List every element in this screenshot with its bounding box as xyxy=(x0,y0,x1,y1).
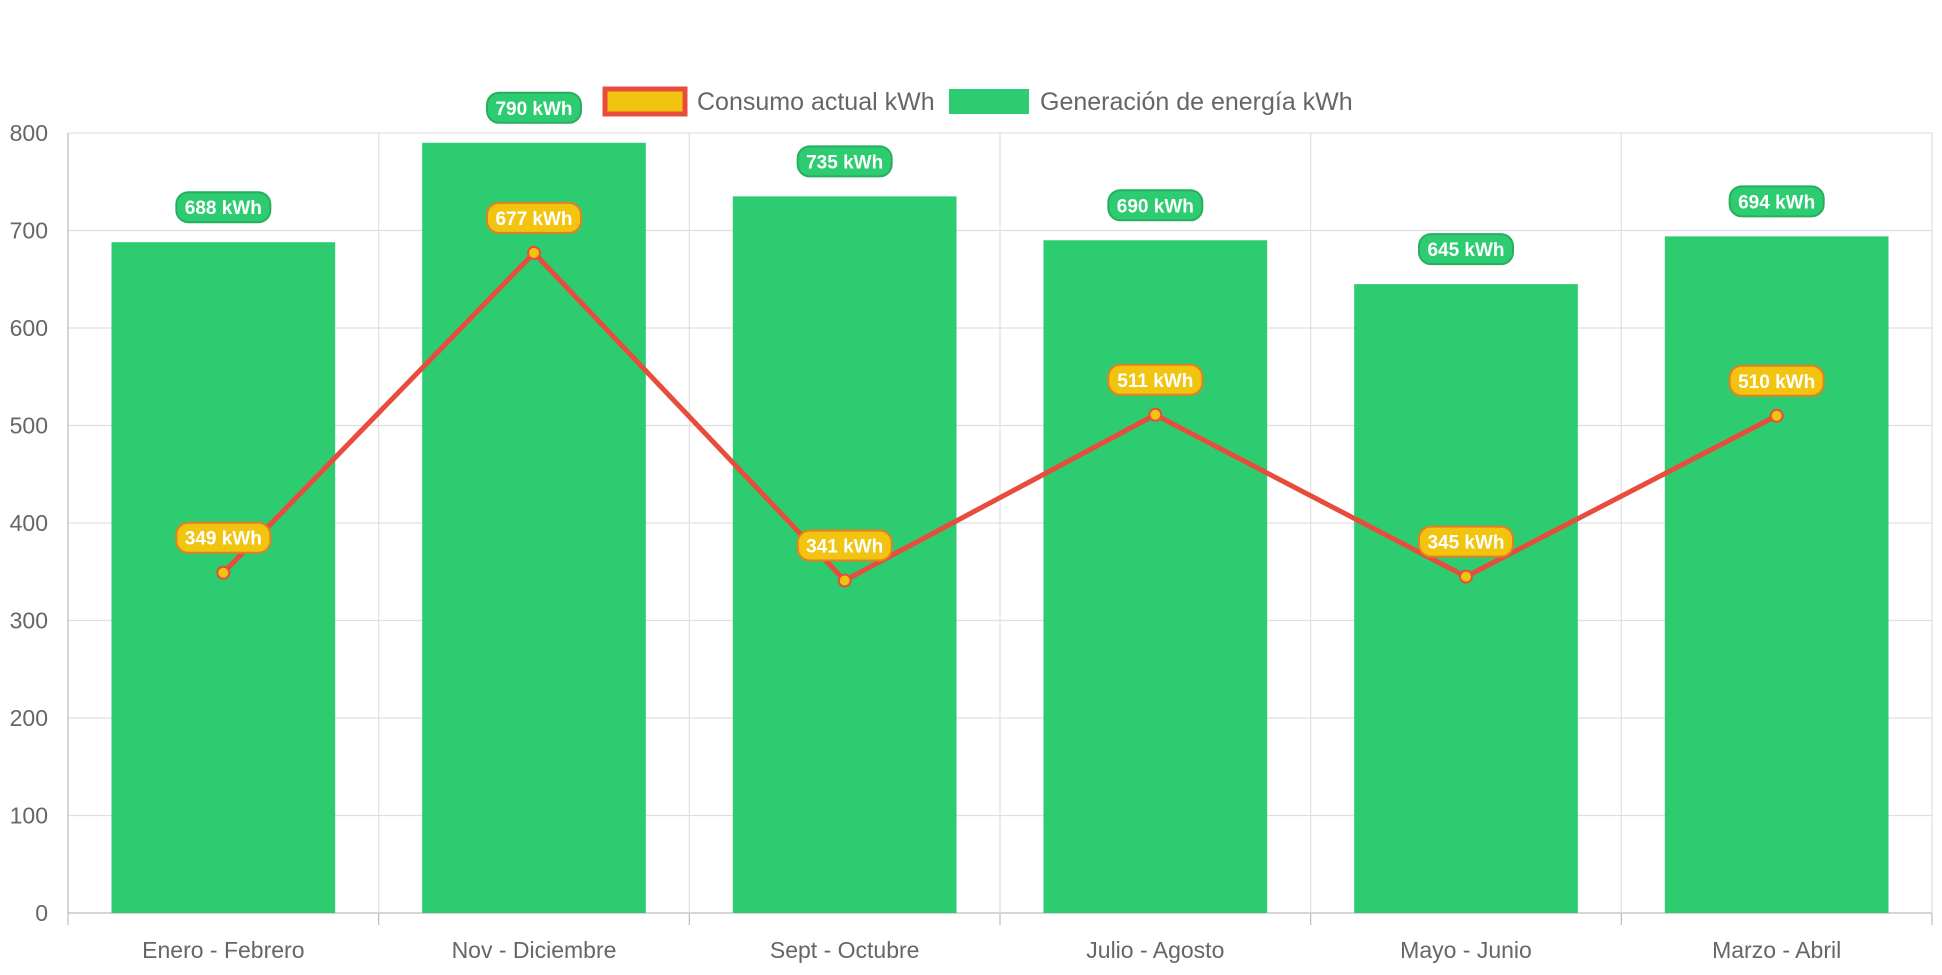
x-tick-label: Nov - Diciembre xyxy=(452,937,617,963)
data-label-generacion-bg xyxy=(175,191,272,224)
x-tick-label: Julio - Agosto xyxy=(1086,937,1224,963)
data-label-generacion-bg xyxy=(796,145,893,178)
data-label-generacion-bg xyxy=(1728,185,1825,218)
data-label-generacion: 688 kWh xyxy=(185,198,262,219)
point-consumo xyxy=(1769,408,1784,423)
data-label-generacion-bg xyxy=(1107,189,1204,222)
point-consumo xyxy=(527,245,541,260)
data-label-consumo: 345 kWh xyxy=(1427,533,1504,554)
x-tick-label: Mayo - Junio xyxy=(1400,937,1532,963)
y-tick-label: 800 xyxy=(10,120,48,146)
line-consumo xyxy=(221,249,1778,584)
line-series-consumo xyxy=(216,245,1784,588)
data-label-consumo: 677 kWh xyxy=(495,209,572,230)
data-label-generacion: 735 kWh xyxy=(806,152,883,173)
y-tick-label: 200 xyxy=(10,705,48,731)
legend-swatch-generacion xyxy=(949,89,1029,114)
x-tick-label: Marzo - Abril xyxy=(1712,937,1841,963)
data-label-generacion: 790 kWh xyxy=(495,99,572,120)
y-tick-label: 500 xyxy=(10,413,48,439)
data-label-consumo-bg xyxy=(175,521,272,554)
y-tick-label: 0 xyxy=(35,900,48,926)
data-label-consumo-bg xyxy=(1728,364,1825,397)
data-label-generacion: 645 kWh xyxy=(1427,240,1504,261)
data-label-consumo-bg xyxy=(1107,363,1204,396)
data-label-consumo-bg xyxy=(796,529,893,562)
data-label-generacion: 690 kWh xyxy=(1117,196,1194,217)
bar-generacion xyxy=(422,142,646,913)
data-label-consumo: 510 kWh xyxy=(1738,372,1815,393)
data-label-consumo: 511 kWh xyxy=(1117,371,1193,392)
y-tick-label: 700 xyxy=(10,218,48,244)
legend-label-generacion: Generación de energía kWh xyxy=(1040,88,1353,116)
data-label-generacion-bg xyxy=(486,91,582,124)
point-consumo xyxy=(1148,407,1163,422)
bar-generacion xyxy=(1043,240,1268,913)
legend: Consumo actual kWh Generación de energía … xyxy=(602,86,1353,117)
data-label-consumo: 341 kWh xyxy=(806,537,883,558)
data-label-generacion-bg xyxy=(1418,233,1514,266)
axes: 0 100 200 300 400 500 600 700 800 Enero - Febrero… xyxy=(10,120,1933,963)
legend-swatch-consumo xyxy=(602,86,688,117)
y-tick-label: 100 xyxy=(10,803,48,829)
legend-label-consumo: Consumo actual kWh xyxy=(697,88,935,116)
data-label-generacion: 694 kWh xyxy=(1738,192,1815,213)
x-tick-label: Sept - Octubre xyxy=(770,937,920,963)
bar-generacion xyxy=(1664,236,1889,914)
data-label-consumo-bg xyxy=(486,201,582,234)
y-tick-label: 300 xyxy=(10,608,48,634)
bar-generacion xyxy=(1354,284,1578,913)
point-consumo xyxy=(1459,569,1473,584)
data-label-consumo-bg xyxy=(1418,525,1514,558)
data-labels: 688 kWh 790 kWh 735 kWh 690 kWh 645 kWh 694 k… xyxy=(175,91,1825,562)
point-consumo xyxy=(216,565,231,580)
x-tick-label: Enero - Febrero xyxy=(142,937,304,963)
point-consumo xyxy=(837,573,852,588)
grid-lines xyxy=(67,132,1933,914)
y-tick-label: 600 xyxy=(10,315,48,341)
data-label-consumo: 349 kWh xyxy=(185,529,262,550)
y-tick-label: 400 xyxy=(10,510,48,536)
